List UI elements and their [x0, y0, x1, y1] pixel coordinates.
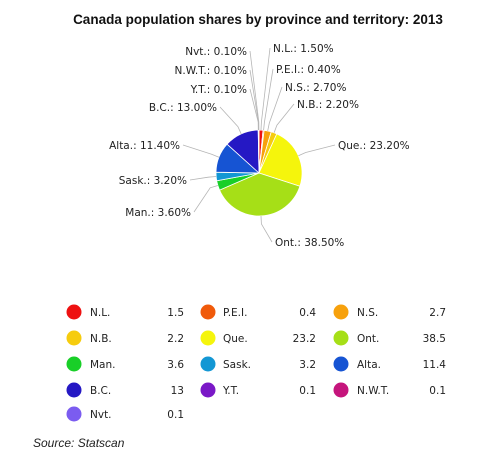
- legend-value: 2.7: [429, 307, 446, 319]
- pie-slice-que[interactable]: [258, 133, 303, 187]
- legend-label: Y.T.: [222, 385, 239, 397]
- leader-line: [263, 68, 274, 131]
- leader-line: [260, 215, 273, 243]
- legend-value: 3.6: [167, 359, 184, 371]
- leader-line: [182, 144, 220, 158]
- legend-item-man[interactable]: Man. 3.6: [66, 356, 185, 372]
- leader-line: [249, 69, 259, 131]
- legend-value: 38.5: [423, 333, 446, 345]
- slice-label: Y.T.: 0.10%: [190, 84, 247, 96]
- legend-swatch: [333, 330, 349, 346]
- legend-label: Nvt.: [90, 409, 112, 421]
- legend-item-yt[interactable]: Y.T. 0.1: [200, 382, 317, 398]
- legend-swatch: [333, 382, 349, 398]
- legend-label: Que.: [223, 333, 248, 345]
- leader-line: [219, 106, 242, 135]
- slice-label: N.S.: 2.70%: [285, 82, 346, 94]
- legend-label: B.C.: [90, 385, 111, 397]
- source-note: Source: Statscan: [33, 436, 125, 450]
- legend-swatch: [200, 304, 216, 320]
- legend-item-nvt[interactable]: Nvt. 0.1: [66, 406, 185, 422]
- legend-item-nl[interactable]: N.L. 1.5: [66, 304, 185, 320]
- legend-swatch: [333, 356, 349, 372]
- leader-line: [189, 176, 217, 181]
- slice-label: Alta.: 11.40%: [109, 140, 180, 152]
- slice-label: N.L.: 1.50%: [273, 43, 334, 55]
- legend-swatch: [200, 330, 216, 346]
- legend-value: 2.2: [167, 333, 184, 345]
- slice-label: P.E.I.: 0.40%: [276, 64, 341, 76]
- legend-swatch: [66, 304, 82, 320]
- slice-label: Sask.: 3.20%: [119, 175, 187, 187]
- legend-value: 3.2: [299, 359, 316, 371]
- legend-value: 0.1: [429, 385, 446, 397]
- pie-slice-ont[interactable]: [219, 172, 301, 217]
- legend-item-ns[interactable]: N.S. 2.7: [333, 304, 447, 320]
- slice-label: N.W.T.: 0.10%: [175, 65, 247, 77]
- leader-line: [273, 103, 295, 133]
- legend-swatch: [200, 356, 216, 372]
- legend-label: N.B.: [90, 333, 112, 345]
- legend-swatch: [66, 356, 82, 372]
- leader-line: [298, 144, 336, 157]
- legend-value: 0.4: [299, 307, 316, 319]
- chart-title: Canada population shares by province and…: [73, 12, 443, 27]
- slice-label: N.B.: 2.20%: [297, 99, 359, 111]
- legend-label: N.S.: [357, 307, 378, 319]
- slice-label: Nvt.: 0.10%: [185, 46, 247, 58]
- legend-swatch: [66, 382, 82, 398]
- leader-line: [267, 86, 283, 131]
- leader-line: [260, 47, 271, 131]
- legend-item-bc[interactable]: B.C. 13: [66, 382, 185, 398]
- legend-value: 1.5: [167, 307, 184, 319]
- leader-line: [249, 50, 260, 131]
- legend-item-ont[interactable]: Ont. 38.5: [333, 330, 447, 346]
- slice-label: Ont.: 38.50%: [275, 237, 344, 249]
- legend-value: 13: [171, 385, 184, 397]
- legend-item-nb[interactable]: N.B. 2.2: [66, 330, 185, 346]
- legend-label: N.W.T.: [357, 385, 389, 397]
- legend-item-alta[interactable]: Alta. 11.4: [333, 356, 447, 372]
- legend-item-nwt[interactable]: N.W.T. 0.1: [333, 382, 447, 398]
- legend-item-que[interactable]: Que. 23.2: [200, 330, 317, 346]
- legend-label: Man.: [90, 359, 116, 371]
- legend-label: N.L.: [90, 307, 110, 319]
- legend-swatch: [66, 330, 82, 346]
- leader-line: [193, 185, 219, 213]
- legend-value: 0.1: [299, 385, 316, 397]
- legend-value: 23.2: [293, 333, 316, 345]
- legend-label: Ont.: [357, 333, 379, 345]
- legend-swatch: [333, 304, 349, 320]
- legend-swatch: [66, 406, 82, 422]
- slice-label: Man.: 3.60%: [125, 207, 191, 219]
- legend-label: Sask.: [223, 359, 251, 371]
- legend-label: P.E.I.: [223, 307, 247, 319]
- legend-label: Alta.: [357, 359, 381, 371]
- legend-item-pei[interactable]: P.E.I. 0.4: [200, 304, 317, 320]
- legend-value: 11.4: [423, 359, 447, 371]
- slice-label: Que.: 23.20%: [338, 140, 410, 152]
- slice-label: B.C.: 13.00%: [149, 102, 217, 114]
- legend-item-sask[interactable]: Sask. 3.2: [200, 356, 317, 372]
- legend-value: 0.1: [167, 409, 184, 421]
- legend-swatch: [200, 382, 216, 398]
